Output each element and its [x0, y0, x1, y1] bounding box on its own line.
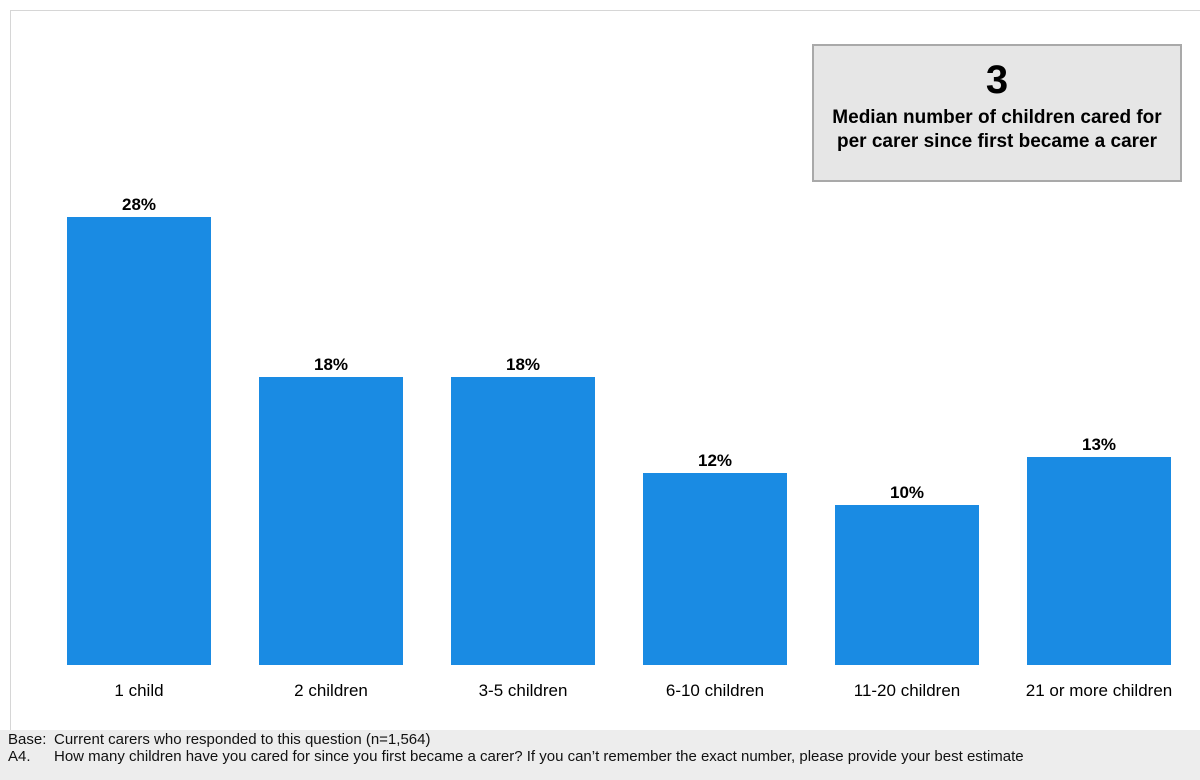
category-labels-group: 1 child 2 children 3-5 children 6-10 childr… — [114, 681, 1172, 700]
bar-value-label: 13% — [1082, 435, 1116, 454]
category-label: 2 children — [294, 681, 368, 700]
bar-5 — [835, 505, 979, 665]
bar-2 — [259, 377, 403, 665]
category-label: 1 child — [114, 681, 163, 700]
bar-1 — [67, 217, 211, 665]
bar-value-label: 28% — [122, 195, 156, 214]
footnote-question-text: How many children have you cared for sin… — [54, 748, 1024, 765]
footnote-base-row: Base: Current carers who responded to thi… — [8, 731, 1193, 749]
category-label: 21 or more children — [1026, 681, 1172, 700]
bars-group — [67, 217, 1171, 665]
median-value: 3 — [985, 58, 1009, 102]
footnote-question-row: A4. How many children have you cared for … — [8, 748, 1193, 766]
footnote-base-text: Current carers who responded to this que… — [54, 731, 431, 748]
bar-4 — [643, 473, 787, 665]
bar-6 — [1027, 457, 1171, 665]
median-callout-box: 3 Median number of children cared for pe… — [812, 44, 1182, 182]
bar-value-label: 10% — [890, 483, 924, 502]
bar-chart: 28% 18% 18% 12% 10% 13% 1 child 2 children 3-5 … — [67, 195, 1172, 700]
bar-value-label: 12% — [698, 451, 732, 470]
value-labels-group: 28% 18% 18% 12% 10% 13% — [122, 195, 1116, 502]
category-label: 11-20 children — [854, 681, 960, 700]
footnote-base-key: Base: — [8, 731, 47, 748]
bar-value-label: 18% — [506, 355, 540, 374]
median-description: Median number of children cared for per … — [832, 107, 1162, 152]
footnote-question-key: A4. — [8, 748, 31, 765]
bar-value-label: 18% — [314, 355, 348, 374]
chart-footnote: Base: Current carers who responded to thi… — [0, 730, 1200, 780]
bar-3 — [451, 377, 595, 665]
category-label: 6-10 children — [666, 681, 764, 700]
category-label: 3-5 children — [479, 681, 568, 700]
